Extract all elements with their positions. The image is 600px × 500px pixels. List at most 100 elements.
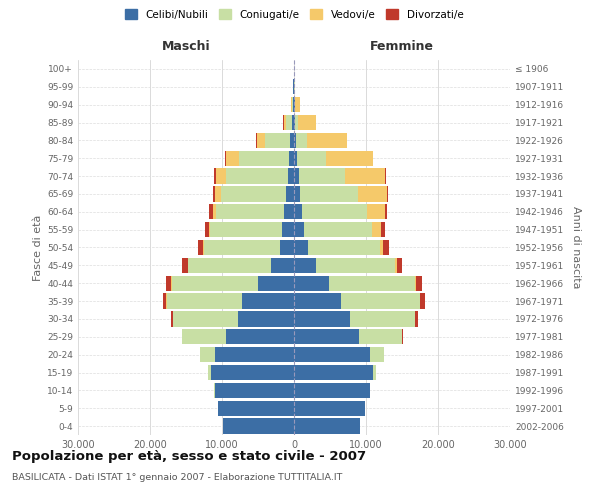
Bar <box>295 97 299 112</box>
Bar <box>395 258 397 273</box>
Bar <box>290 133 294 148</box>
Legend: Celibi/Nubili, Coniugati/e, Vedovi/e, Divorzati/e: Celibi/Nubili, Coniugati/e, Vedovi/e, Di… <box>121 5 467 24</box>
Bar <box>204 240 280 255</box>
Text: BASILICATA - Dati ISTAT 1° gennaio 2007 - Elaborazione TUTTITALIA.IT: BASILICATA - Dati ISTAT 1° gennaio 2007 … <box>12 472 343 482</box>
Bar <box>383 240 389 255</box>
Bar <box>214 168 215 184</box>
Bar <box>294 186 301 202</box>
Bar <box>221 186 286 202</box>
Bar <box>173 312 238 326</box>
Bar <box>359 329 402 344</box>
Bar <box>402 329 403 344</box>
Text: Popolazione per età, sesso e stato civile - 2007: Popolazione per età, sesso e stato civil… <box>12 450 366 463</box>
Bar <box>301 186 358 202</box>
Bar <box>239 150 289 166</box>
Bar <box>226 329 294 344</box>
Bar <box>292 97 293 112</box>
Bar <box>215 383 294 398</box>
Bar <box>294 383 370 398</box>
Bar <box>209 222 211 237</box>
Bar <box>385 204 388 220</box>
Bar <box>370 347 384 362</box>
Bar <box>294 294 341 308</box>
Bar <box>316 258 395 273</box>
Bar <box>280 240 294 255</box>
Bar <box>295 115 298 130</box>
Bar <box>294 97 295 112</box>
Bar <box>258 276 294 291</box>
Bar <box>293 97 294 112</box>
Bar <box>215 204 284 220</box>
Bar <box>215 186 221 202</box>
Bar <box>294 312 350 326</box>
Bar <box>208 365 211 380</box>
Bar <box>358 186 387 202</box>
Bar <box>163 294 166 308</box>
Bar <box>294 418 360 434</box>
Bar <box>294 347 370 362</box>
Bar <box>294 365 373 380</box>
Bar <box>286 115 292 130</box>
Bar <box>397 258 403 273</box>
Bar <box>307 133 347 148</box>
Bar <box>304 222 373 237</box>
Bar <box>283 222 294 237</box>
Bar <box>326 150 373 166</box>
Bar <box>294 133 296 148</box>
Bar <box>380 240 383 255</box>
Bar <box>296 133 307 148</box>
Bar <box>238 312 294 326</box>
Bar <box>289 150 294 166</box>
Bar <box>329 276 415 291</box>
Bar <box>385 168 386 184</box>
Bar <box>294 240 308 255</box>
Bar <box>271 258 294 273</box>
Bar <box>421 294 425 308</box>
Bar <box>294 168 299 184</box>
Bar <box>284 204 294 220</box>
Bar <box>200 347 215 362</box>
Bar <box>299 168 346 184</box>
Bar <box>294 329 359 344</box>
Bar <box>415 312 418 326</box>
Bar <box>416 276 422 291</box>
Bar <box>346 168 385 184</box>
Bar <box>182 329 226 344</box>
Bar <box>341 294 420 308</box>
Bar <box>218 400 294 416</box>
Bar <box>373 222 381 237</box>
Bar <box>171 312 173 326</box>
Bar <box>213 186 215 202</box>
Bar <box>367 204 385 220</box>
Bar <box>226 150 239 166</box>
Bar <box>294 150 297 166</box>
Bar <box>292 115 294 130</box>
Bar <box>294 276 329 291</box>
Bar <box>298 115 316 130</box>
Bar <box>215 347 294 362</box>
Bar <box>182 258 188 273</box>
Bar <box>297 150 326 166</box>
Bar <box>387 186 388 202</box>
Y-axis label: Anni di nascita: Anni di nascita <box>571 206 581 289</box>
Bar <box>294 204 302 220</box>
Bar <box>215 168 226 184</box>
Text: Femmine: Femmine <box>370 40 434 52</box>
Bar <box>209 204 212 220</box>
Bar <box>211 222 283 237</box>
Bar <box>242 294 294 308</box>
Bar <box>188 258 271 273</box>
Bar <box>381 222 385 237</box>
Bar <box>166 276 172 291</box>
Bar <box>415 276 416 291</box>
Bar <box>172 276 258 291</box>
Bar <box>284 115 286 130</box>
Y-axis label: Fasce di età: Fasce di età <box>33 214 43 280</box>
Bar <box>350 312 415 326</box>
Bar <box>294 115 295 130</box>
Bar <box>223 418 294 434</box>
Bar <box>226 168 287 184</box>
Bar <box>294 222 304 237</box>
Bar <box>294 400 365 416</box>
Bar <box>294 258 316 273</box>
